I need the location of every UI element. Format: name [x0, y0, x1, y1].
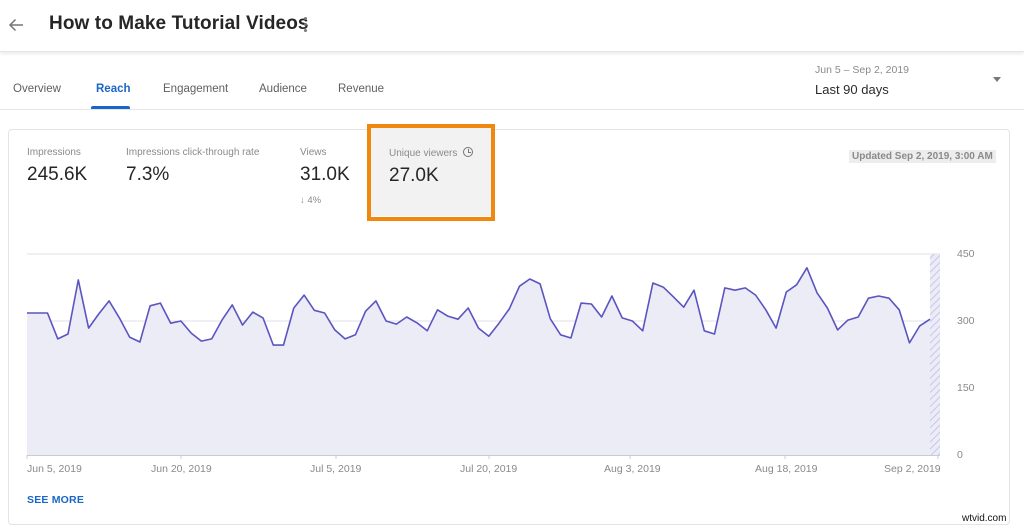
metric-label-text: Unique viewers — [389, 148, 458, 159]
metric-value: 27.0K — [389, 165, 439, 186]
dropdown-caret-icon[interactable] — [993, 77, 1001, 82]
date-range-selected: Last 90 days — [815, 82, 889, 97]
metric-impressions[interactable]: Impressions 245.6K — [27, 147, 87, 186]
metric-label: Views — [300, 147, 327, 158]
metric-label: Unique viewers — [389, 147, 474, 159]
x-tick-label: Jun 20, 2019 — [151, 463, 212, 475]
x-tick-label: Aug 3, 2019 — [604, 463, 661, 475]
more-options-button[interactable] — [298, 14, 312, 38]
y-tick-150: 150 — [957, 382, 975, 394]
metric-ctr[interactable]: Impressions click-through rate 7.3% — [126, 147, 259, 186]
y-tick-450: 450 — [957, 248, 975, 260]
metric-unique-viewers[interactable]: Unique viewers 27.0K — [389, 147, 474, 187]
chart-area-fill — [27, 267, 930, 455]
clock-icon[interactable] — [463, 147, 474, 157]
see-more-link[interactable]: SEE MORE — [27, 494, 85, 506]
arrow-left-icon — [8, 18, 23, 32]
metric-value: 7.3% — [126, 164, 170, 185]
x-tick-label: Jul 5, 2019 — [310, 463, 362, 475]
tab-reach[interactable]: Reach — [96, 83, 131, 95]
selected-metric-background — [371, 128, 491, 216]
top-bar: How to Make Tutorial Videos — [0, 0, 1024, 52]
metric-delta-value: 4% — [307, 195, 322, 206]
date-range-selector[interactable]: Jun 5 – Sep 2, 2019 Last 90 days — [815, 64, 909, 97]
watermark: wtvid.com — [962, 513, 1007, 524]
x-tick-label: Aug 18, 2019 — [755, 463, 818, 475]
metric-value: 31.0K — [300, 164, 350, 185]
active-tab-indicator — [91, 106, 130, 109]
page-title: How to Make Tutorial Videos — [49, 13, 309, 34]
tab-audience[interactable]: Audience — [259, 83, 307, 95]
metric-value: 245.6K — [27, 164, 88, 185]
partial-data-hatch — [930, 254, 940, 455]
y-tick-0: 0 — [957, 449, 963, 461]
more-vert-icon — [298, 17, 312, 32]
date-range-dates: Jun 5 – Sep 2, 2019 — [815, 64, 909, 76]
back-button[interactable] — [4, 12, 26, 38]
metric-label: Impressions — [27, 147, 81, 158]
tab-revenue[interactable]: Revenue — [338, 83, 385, 95]
updated-timestamp: Updated Sep 2, 2019, 3:00 AM — [849, 150, 996, 163]
arrow-down-icon: ↓ — [300, 195, 305, 206]
chart-x-tick-marks — [26, 455, 939, 459]
tab-overview[interactable]: Overview — [13, 83, 61, 95]
x-tick-label: Jun 5, 2019 — [27, 463, 82, 475]
tab-engagement[interactable]: Engagement — [163, 83, 229, 95]
metric-views[interactable]: Views 31.0K ↓ 4% — [300, 147, 350, 206]
metric-label: Impressions click-through rate — [126, 147, 260, 158]
x-tick-label: Sep 2, 2019 — [884, 463, 941, 475]
x-tick-label: Jul 20, 2019 — [460, 463, 518, 475]
metric-delta: ↓ 4% — [300, 195, 350, 206]
y-tick-300: 300 — [957, 315, 975, 327]
unique-viewers-chart[interactable] — [0, 240, 1024, 470]
tab-bar: Overview Reach Engagement Audience Reven… — [0, 52, 1024, 110]
chart-line — [27, 267, 931, 346]
